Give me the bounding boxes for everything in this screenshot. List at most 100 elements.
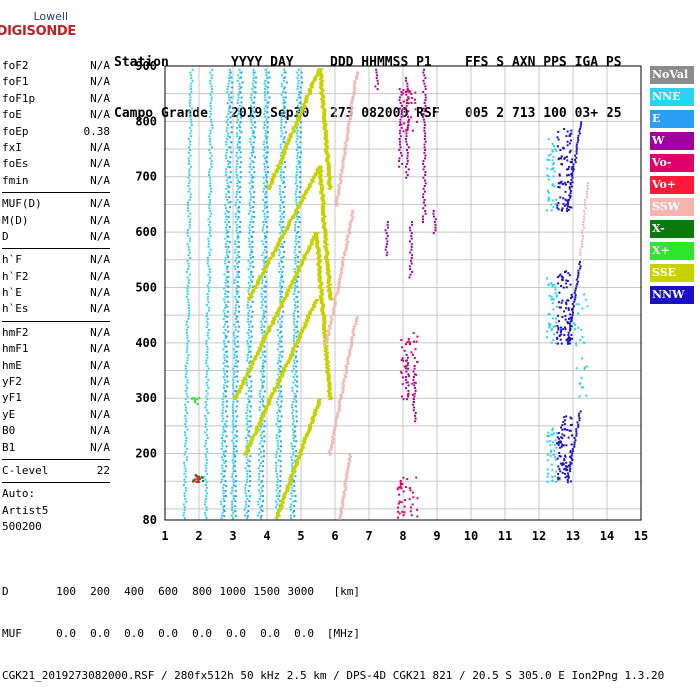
echo-dot xyxy=(185,439,188,442)
echo-dot xyxy=(432,212,435,215)
echo-dot xyxy=(307,247,312,249)
echo-dot xyxy=(236,99,239,102)
echo-dot xyxy=(304,252,309,254)
echo-dot xyxy=(279,190,282,193)
echo-dot xyxy=(236,135,239,138)
echo-dot xyxy=(207,301,210,304)
echo-dot xyxy=(352,325,356,328)
echo-dot xyxy=(322,113,327,116)
echo-dot xyxy=(346,129,350,132)
echo-dot xyxy=(248,495,251,498)
echo-dot xyxy=(248,435,251,438)
echo-dot xyxy=(183,511,186,514)
echo-dot xyxy=(291,406,293,409)
echo-dot xyxy=(398,486,401,489)
echo-dot xyxy=(277,425,280,428)
echo-dot xyxy=(422,160,425,163)
echo-dot xyxy=(282,298,286,301)
echo-dot xyxy=(550,449,553,452)
echo-dot xyxy=(292,353,295,356)
echo-dot xyxy=(335,197,339,200)
echo-dot xyxy=(234,337,236,340)
echo-dot xyxy=(189,257,192,259)
echo-dot xyxy=(328,176,333,179)
echo-dot xyxy=(248,201,251,204)
echo-dot xyxy=(281,132,284,135)
echo-dot xyxy=(262,410,267,413)
echo-dot xyxy=(190,90,193,93)
echo-dot xyxy=(297,79,300,82)
echo-dot xyxy=(186,345,189,348)
echo-dot xyxy=(224,320,227,323)
echo-dot xyxy=(567,168,570,170)
echo-dot xyxy=(276,478,279,481)
echo-dot xyxy=(223,359,226,362)
echo-dot xyxy=(271,320,275,323)
echo-dot xyxy=(230,131,233,134)
echo-dot xyxy=(323,134,328,137)
echo-dot xyxy=(222,362,225,365)
echo-dot xyxy=(259,389,262,392)
echo-dot xyxy=(399,479,402,482)
echo-dot xyxy=(189,196,192,199)
echo-dot xyxy=(239,384,244,387)
echo-dot xyxy=(263,140,266,143)
echo-dot xyxy=(244,450,249,453)
echo-dot xyxy=(259,395,262,398)
echo-dot xyxy=(294,287,297,290)
parameter-row: hmE N/A xyxy=(2,358,110,374)
echo-dot xyxy=(262,182,265,185)
echo-dot xyxy=(280,290,283,293)
echo-dot xyxy=(231,81,234,84)
echo-dot xyxy=(266,206,269,209)
echo-dot xyxy=(585,365,588,368)
echo-dot xyxy=(310,307,315,310)
echo-dot xyxy=(188,251,191,254)
echo-dot xyxy=(266,151,269,154)
echo-dot xyxy=(206,298,209,301)
echo-dot xyxy=(238,129,241,132)
echo-dot xyxy=(186,270,188,273)
echo-dot xyxy=(204,401,207,403)
echo-dot xyxy=(261,323,264,326)
echo-dot xyxy=(225,390,227,393)
echo-dot xyxy=(232,409,234,412)
echo-dot xyxy=(205,417,208,420)
echo-dot xyxy=(224,440,227,443)
echo-dot xyxy=(223,470,226,473)
echo-dot xyxy=(565,155,568,158)
echo-dot xyxy=(295,350,298,353)
echo-dot xyxy=(251,300,254,303)
echo-dot xyxy=(325,336,329,339)
echo-dot xyxy=(276,486,279,489)
echo-dot xyxy=(221,514,223,517)
echo-dot xyxy=(324,159,329,162)
echo-dot xyxy=(319,73,323,76)
echo-dot xyxy=(339,182,342,185)
echo-dot xyxy=(321,96,326,99)
echo-dot xyxy=(293,298,296,301)
echo-dot xyxy=(261,465,264,468)
echo-dot xyxy=(238,388,243,391)
echo-dot xyxy=(228,241,231,243)
echo-dot xyxy=(423,110,426,113)
echo-dot xyxy=(318,177,323,180)
echo-dot xyxy=(289,508,292,511)
echo-dot xyxy=(557,443,560,446)
echo-dot xyxy=(187,304,190,307)
echo-dot xyxy=(279,345,281,348)
echo-dot xyxy=(309,242,314,245)
echo-dot xyxy=(222,425,225,428)
echo-dot xyxy=(318,86,323,89)
echo-dot xyxy=(338,280,342,283)
parameter-name: B1 xyxy=(2,440,16,454)
echo-dot xyxy=(237,74,240,77)
echo-dot xyxy=(339,180,343,183)
echo-dot xyxy=(238,206,241,209)
echo-dot xyxy=(264,68,267,71)
echo-dot xyxy=(283,241,286,243)
echo-dot xyxy=(223,340,225,343)
echo-dot xyxy=(249,207,252,210)
echo-dot xyxy=(262,495,264,498)
echo-dot xyxy=(262,455,265,458)
